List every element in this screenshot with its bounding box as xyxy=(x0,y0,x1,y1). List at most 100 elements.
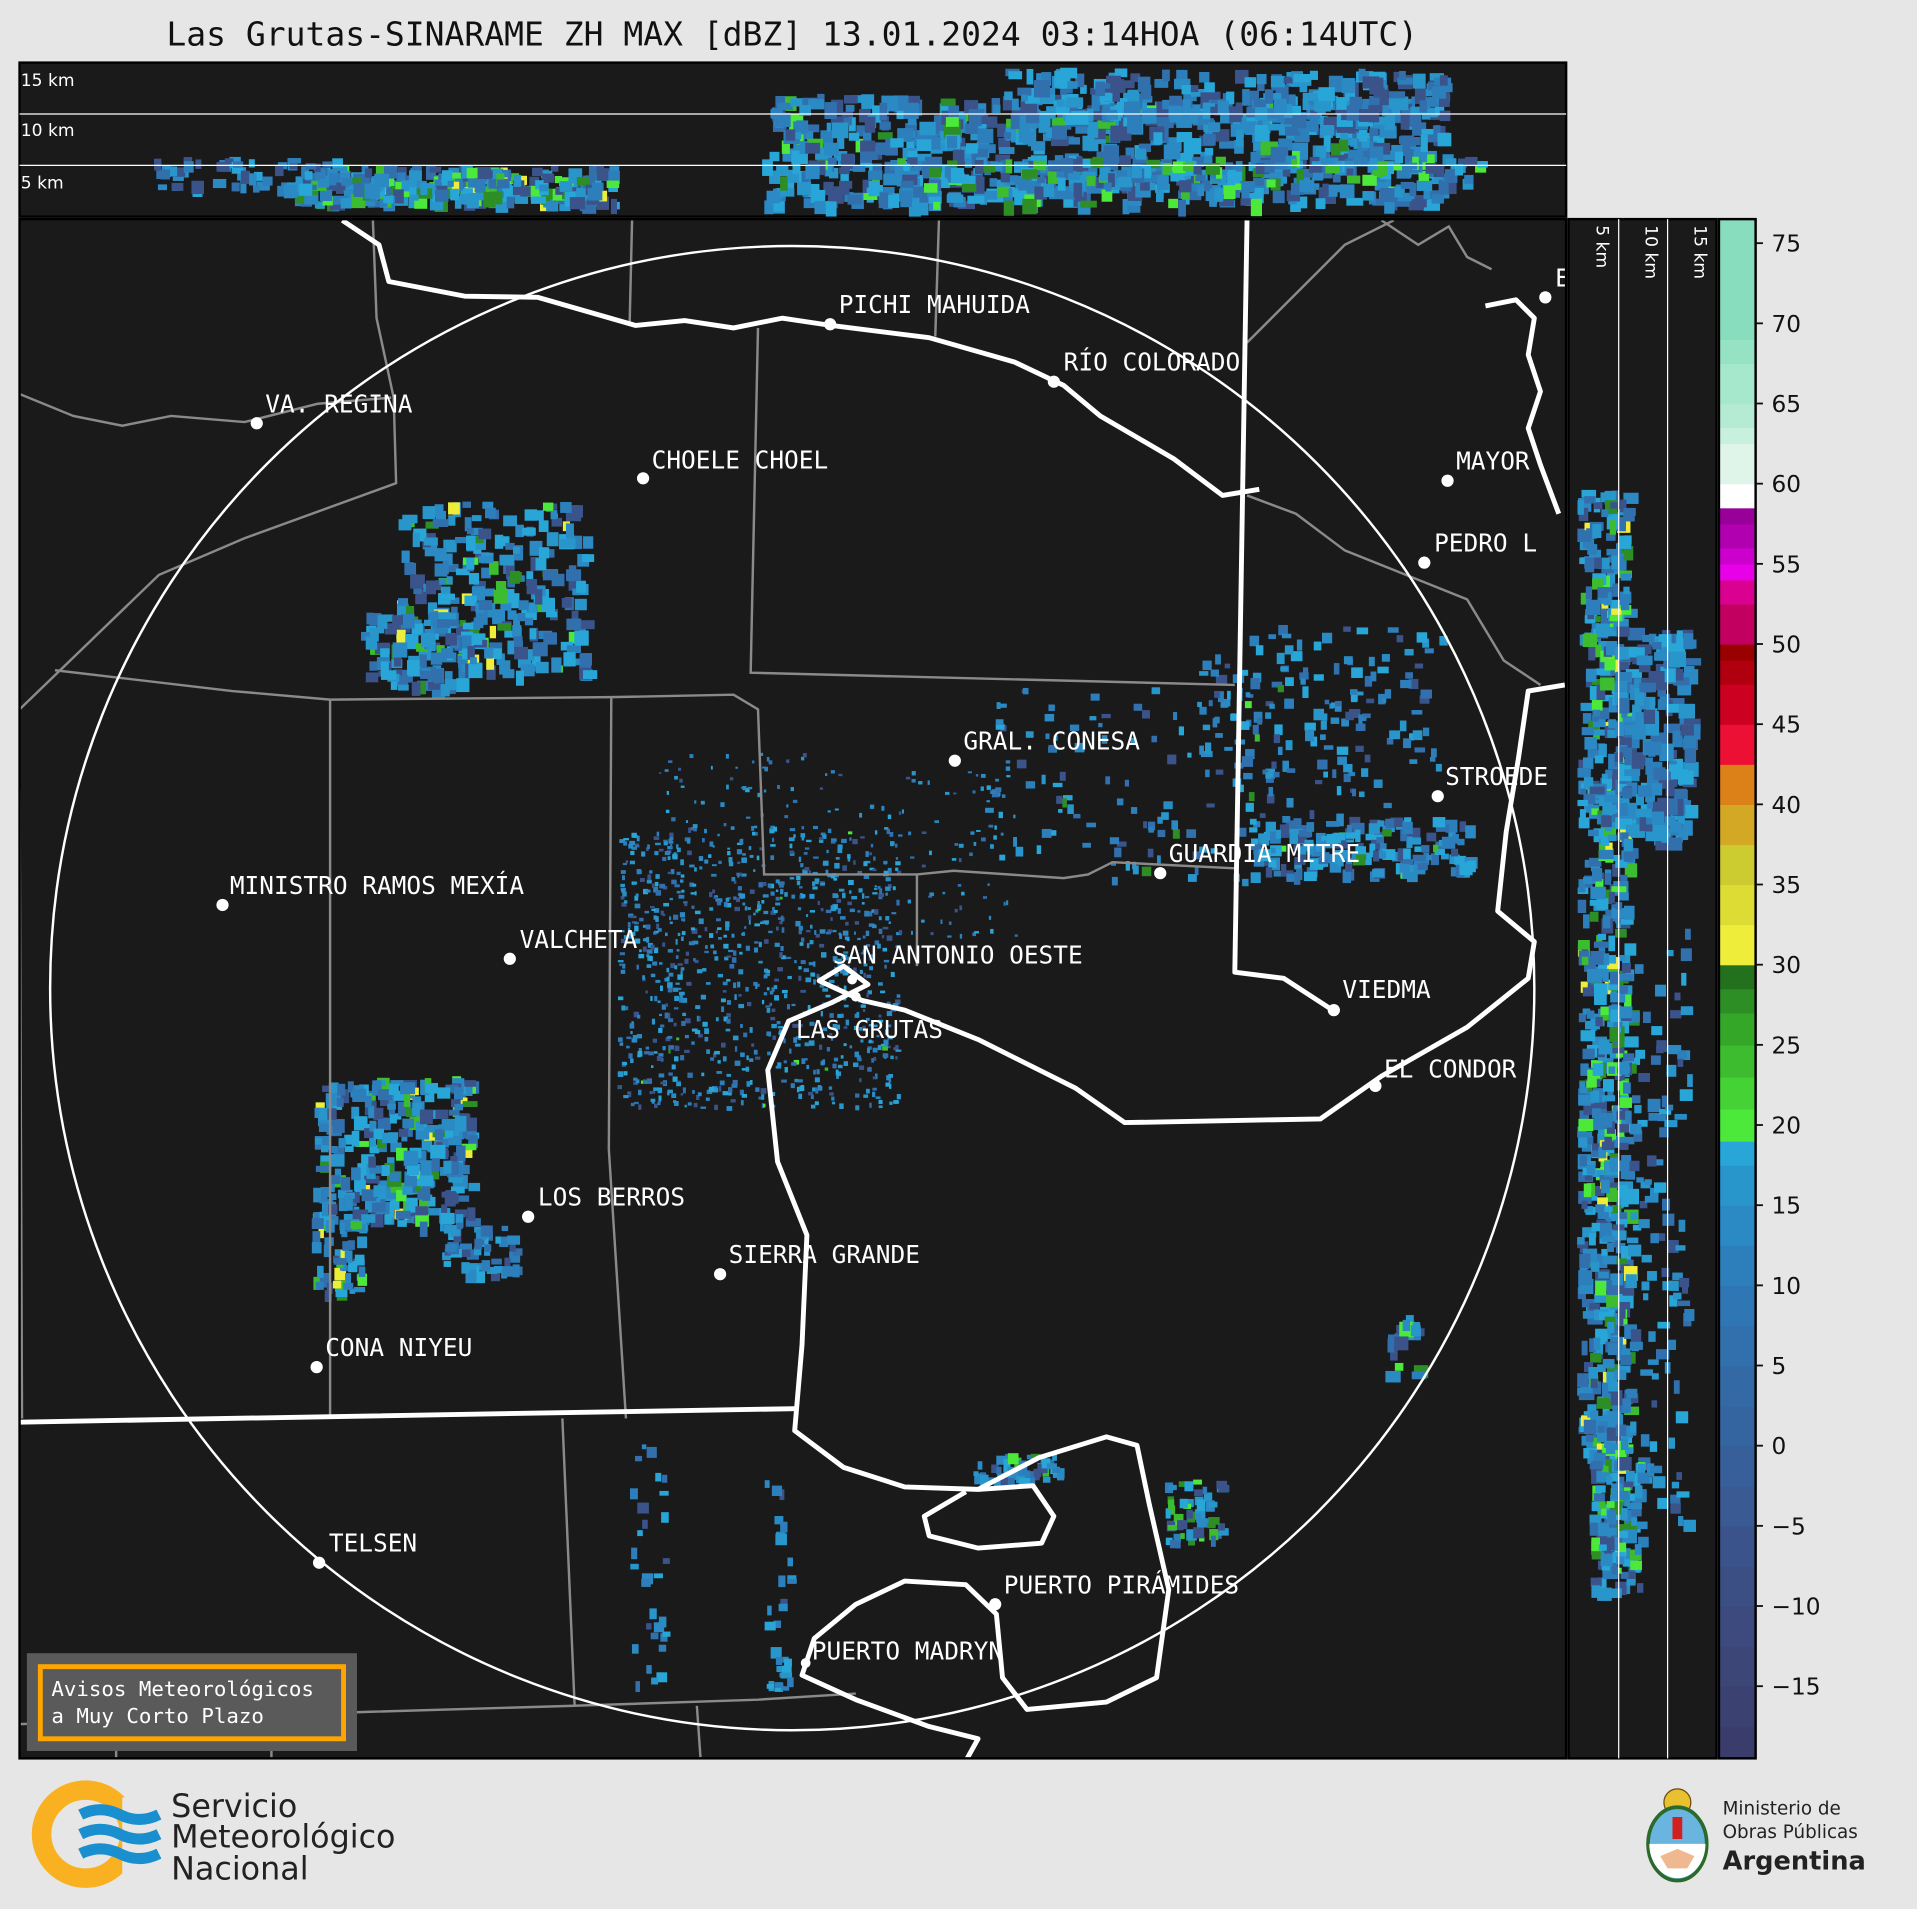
echo-cell xyxy=(1620,1245,1631,1261)
echo-cell xyxy=(830,838,836,844)
echo-cell xyxy=(672,853,678,860)
echo-cell xyxy=(690,927,696,931)
echo-cell xyxy=(1670,1502,1681,1514)
city-puerto-madryn[interactable]: PUERTO MADRYN xyxy=(800,1636,1003,1668)
notice-box[interactable]: Avisos Meteorológicos a Muy Corto Plazo xyxy=(26,1653,357,1752)
echo-cell xyxy=(1358,68,1366,81)
city-rio-colorado[interactable]: RÍO COLORADO xyxy=(1047,348,1240,388)
echo-cell xyxy=(887,884,892,888)
echo-cell xyxy=(636,870,642,874)
echo-cell xyxy=(1611,1312,1624,1326)
echo-cell xyxy=(834,1024,841,1030)
echo-cell xyxy=(799,1085,805,1092)
echo-cell xyxy=(882,1046,888,1051)
echo-cell xyxy=(1238,721,1250,730)
echo-cell xyxy=(1414,86,1426,103)
echo-cell xyxy=(634,938,641,944)
echo-cell xyxy=(843,951,849,954)
echo-cell xyxy=(403,1150,419,1166)
city-pedro-l[interactable]: PEDRO L xyxy=(1418,529,1537,569)
echo-cell xyxy=(1414,846,1423,852)
city-los-berros[interactable]: LOS BERROS xyxy=(522,1183,685,1223)
echo-cell xyxy=(1592,867,1603,882)
city-guardia-mitre[interactable]: GUARDIA MITRE xyxy=(1154,839,1360,880)
echo-cell xyxy=(1049,190,1066,200)
echo-cell xyxy=(248,159,255,168)
echo-cell xyxy=(1315,832,1326,847)
echo-cell xyxy=(493,589,508,604)
echo-cell xyxy=(641,851,646,857)
echo-cell xyxy=(1384,114,1396,131)
city-puerto-piramides[interactable]: PUERTO PIRÁMIDES xyxy=(989,1570,1239,1611)
echo-cell xyxy=(454,195,462,209)
echo-cell xyxy=(171,182,184,191)
city-viedma[interactable]: VIEDMA xyxy=(1327,975,1431,1017)
echo-cell xyxy=(365,672,379,683)
echo-cell xyxy=(996,1466,1002,1475)
echo-cell xyxy=(781,1665,792,1678)
echo-cell xyxy=(1391,851,1403,862)
echo-cell xyxy=(1336,813,1344,827)
echo-cell xyxy=(634,903,641,909)
city-el-condor[interactable]: EL CONDOR xyxy=(1369,1054,1517,1093)
echo-cell xyxy=(814,930,817,935)
echo-cell xyxy=(484,588,495,597)
echo-cell xyxy=(1029,1471,1040,1481)
echo-cell xyxy=(1457,838,1465,846)
echo-cell xyxy=(1349,709,1361,718)
echo-cell xyxy=(1270,847,1276,854)
echo-cell xyxy=(383,195,394,204)
echo-cell xyxy=(1411,710,1423,715)
echo-cell xyxy=(495,1236,501,1244)
echo-cell xyxy=(833,1057,839,1062)
echo-cell xyxy=(954,908,958,913)
city-gral-conesa[interactable]: GRAL. CONESA xyxy=(948,727,1141,767)
echo-cell xyxy=(799,942,804,946)
echo-cell xyxy=(1604,1316,1616,1327)
city-stroeder[interactable]: STROEDE xyxy=(1431,762,1548,803)
echo-cell xyxy=(617,996,624,1001)
city-mayor[interactable]: MAYOR xyxy=(1441,447,1530,487)
echo-cell xyxy=(680,967,685,971)
echo-cell xyxy=(775,879,780,884)
echo-cell xyxy=(998,147,1015,155)
city-sierra-grande[interactable]: SIERRA GRANDE xyxy=(713,1240,920,1281)
city-ministro-ramos-mexia[interactable]: MINISTRO RAMOS MEXÍA xyxy=(216,871,524,912)
city-e[interactable]: E xyxy=(1539,263,1570,304)
echo-cell xyxy=(1663,723,1681,734)
city-las-grutas[interactable]: LAS GRUTAS xyxy=(796,991,943,1044)
echo-cell xyxy=(1399,70,1406,81)
city-va-regina[interactable]: VA. REGINA xyxy=(250,389,413,430)
echo-cell xyxy=(642,975,645,980)
city-valcheta[interactable]: VALCHETA xyxy=(503,925,638,965)
echo-cell xyxy=(1669,633,1678,645)
echo-cell xyxy=(478,555,494,563)
city-choele-choel[interactable]: CHOELE CHOEL xyxy=(636,446,828,485)
echo-cell xyxy=(1406,872,1418,883)
echo-cell xyxy=(397,684,409,691)
echo-cell xyxy=(1018,127,1030,143)
echo-cell xyxy=(730,1099,736,1103)
echo-cell xyxy=(1362,174,1377,186)
echo-cell xyxy=(1284,645,1294,655)
echo-cell xyxy=(758,752,764,757)
echo-cell xyxy=(448,515,456,526)
echo-cell xyxy=(1625,824,1638,837)
city-cona-niyeu[interactable]: CONA NIYEU xyxy=(310,1333,473,1374)
echo-cell xyxy=(466,193,479,209)
echo-cell xyxy=(763,974,768,979)
echo-cell xyxy=(453,1236,462,1243)
echo-cell xyxy=(879,102,888,121)
echo-cell xyxy=(1290,201,1301,212)
city-san-antonio-oeste[interactable]: SAN ANTONIO OESTE xyxy=(833,941,1083,985)
echo-cell xyxy=(662,856,667,861)
echo-cell xyxy=(1202,102,1211,120)
city-pichi-mahuida[interactable]: PICHI MAHUIDA xyxy=(824,290,1030,331)
echo-cell xyxy=(1617,832,1626,841)
radar-map[interactable]: PICHI MAHUIDA RÍO COLORADO VA. REGINA CH… xyxy=(18,217,1570,1761)
city-telsen[interactable]: TELSEN xyxy=(312,1529,417,1569)
echo-cell xyxy=(763,910,769,915)
echo-cell xyxy=(456,1145,466,1161)
echo-cell xyxy=(1369,843,1376,858)
echo-cell xyxy=(862,179,872,195)
